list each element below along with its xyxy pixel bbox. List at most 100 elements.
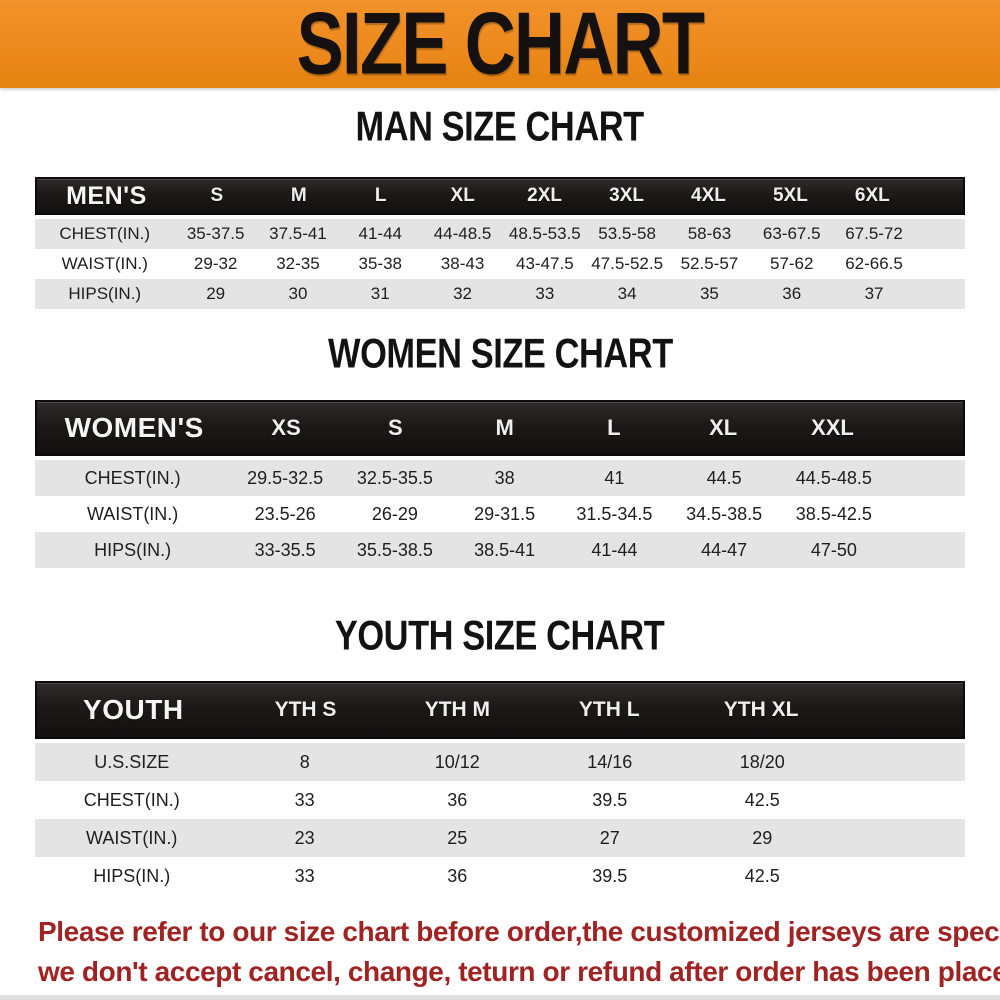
size-column-header: S bbox=[388, 415, 403, 440]
size-value-cell: 29.5-32.5 bbox=[247, 467, 324, 488]
size-column-header: XS bbox=[271, 415, 301, 440]
size-value-cell: 33-35.5 bbox=[254, 539, 316, 560]
men-size-section: MAN SIZE CHART MEN'S S M L XL 2XL 3XL 4XL 5XL 6XL… bbox=[0, 104, 1000, 309]
size-value-cell: 52.5-57 bbox=[680, 254, 739, 273]
table-header-label: MEN'S bbox=[66, 181, 147, 210]
size-value-cell: 26-29 bbox=[371, 503, 418, 524]
size-value-cell: 32.5-35.5 bbox=[356, 467, 433, 488]
size-value-cell: 36 bbox=[447, 789, 468, 810]
measurement-row: HIPS(IN.) 29 30 31 32 33 34 35 36 37 bbox=[35, 279, 965, 309]
size-column-header: M bbox=[495, 415, 514, 440]
size-value-cell: 47.5-52.5 bbox=[591, 254, 664, 273]
size-value-cell: 32-35 bbox=[276, 254, 320, 273]
size-value-cell: 67.5-72 bbox=[845, 224, 903, 243]
size-value-cell: 43-47.5 bbox=[516, 254, 574, 273]
size-value-cell: 35-38 bbox=[358, 254, 402, 273]
row-label: HIPS(IN.) bbox=[68, 284, 142, 303]
measurement-row: WAIST(IN.) 23 25 27 29 bbox=[35, 819, 965, 857]
size-column-header: XL bbox=[709, 415, 738, 440]
size-value-cell: 34.5-38.5 bbox=[686, 503, 763, 524]
size-column-header: YTH XL bbox=[723, 698, 799, 721]
measurement-row: WAIST(IN.) 23.5-26 26-29 29-31.5 31.5-34.5 34… bbox=[35, 496, 965, 532]
measurement-row: CHEST(IN.) 29.5-32.5 32.5-35.5 38 41 44.5 44.5… bbox=[35, 460, 965, 496]
size-value-cell: 35-37.5 bbox=[186, 224, 245, 243]
men-table-header-bar: MEN'S S M L XL 2XL 3XL 4XL 5XL 6XL bbox=[35, 177, 965, 215]
measurement-row: CHEST(IN.) 35-37.5 37.5-41 41-44 44-48.5 48.5… bbox=[35, 219, 965, 249]
size-value-cell: 44-48.5 bbox=[433, 224, 492, 243]
size-value-cell: 27 bbox=[599, 827, 620, 848]
size-value-cell: 38.5-41 bbox=[474, 539, 536, 560]
size-value-cell: 44-47 bbox=[701, 539, 748, 560]
men-table-body: CHEST(IN.) 35-37.5 37.5-41 41-44 44-48.5 48.5… bbox=[35, 219, 965, 309]
size-value-cell: 23.5-26 bbox=[254, 503, 316, 524]
size-value-cell: 29 bbox=[752, 827, 773, 848]
measurement-row: HIPS(IN.) 33 36 39.5 42.5 bbox=[35, 857, 965, 895]
size-value-cell: 36 bbox=[447, 865, 468, 886]
women-table-body: CHEST(IN.) 29.5-32.5 32.5-35.5 38 41 44.5 44.5… bbox=[35, 460, 965, 568]
size-value-cell: 44.5-48.5 bbox=[795, 467, 872, 488]
size-value-cell: 36 bbox=[782, 284, 802, 303]
youth-section-heading: YOUTH SIZE CHART bbox=[0, 613, 1000, 659]
youth-table-body: U.S.SIZE 8 10/12 14/16 18/20 CHEST(IN.) 33 36 39… bbox=[35, 743, 965, 895]
women-section-heading: WOMEN SIZE CHART bbox=[0, 331, 1000, 377]
size-value-cell: 10/12 bbox=[434, 751, 480, 772]
size-column-header: M bbox=[290, 185, 307, 206]
size-value-cell: 42.5 bbox=[744, 865, 780, 886]
size-value-cell: 41-44 bbox=[591, 539, 638, 560]
size-value-cell: 44.5 bbox=[706, 467, 742, 488]
size-value-cell: 8 bbox=[299, 751, 310, 772]
row-label: WAIST(IN.) bbox=[86, 827, 178, 848]
size-value-cell: 58-63 bbox=[687, 224, 732, 243]
women-size-section: WOMEN SIZE CHART WOMEN'S XS S M L XL XXL CHEST… bbox=[0, 331, 1000, 568]
youth-table-header-bar: YOUTH YTH S YTH M YTH L YTH XL bbox=[35, 681, 965, 739]
size-column-header: 5XL bbox=[772, 185, 808, 206]
size-value-cell: 42.5 bbox=[744, 789, 780, 810]
men-section-heading: MAN SIZE CHART bbox=[0, 104, 1000, 150]
disclaimer-line-2: we don't accept cancel, change, teturn o… bbox=[38, 956, 1000, 987]
size-value-cell: 31 bbox=[370, 284, 390, 303]
size-value-cell: 38 bbox=[494, 467, 515, 488]
size-column-header: YTH L bbox=[578, 698, 640, 721]
size-value-cell: 29-32 bbox=[193, 254, 238, 273]
size-chart-banner: SIZE CHART bbox=[0, 0, 1000, 92]
bottom-border bbox=[0, 995, 1000, 1000]
men-size-table: MEN'S S M L XL 2XL 3XL 4XL 5XL 6XL CHEST(IN.) 35-3… bbox=[35, 177, 965, 309]
youth-section-heading-text: YOUTH SIZE CHART bbox=[335, 612, 665, 660]
measurement-row: WAIST(IN.) 29-32 32-35 35-38 38-43 43-47.5 47.… bbox=[35, 249, 965, 279]
size-value-cell: 33 bbox=[294, 789, 315, 810]
size-value-cell: 37 bbox=[864, 284, 884, 303]
row-label: CHEST(IN.) bbox=[84, 467, 181, 488]
size-column-header: 4XL bbox=[691, 185, 726, 206]
size-column-header: YTH S bbox=[274, 698, 337, 721]
size-value-cell: 38.5-42.5 bbox=[795, 503, 872, 524]
size-value-cell: 32 bbox=[453, 284, 472, 303]
size-value-cell: 30 bbox=[288, 284, 308, 303]
men-section-heading-text: MAN SIZE CHART bbox=[355, 103, 645, 151]
size-column-header: YTH M bbox=[424, 698, 491, 721]
size-column-header: L bbox=[607, 415, 621, 440]
size-value-cell: 57-62 bbox=[769, 254, 814, 273]
measurement-row: U.S.SIZE 8 10/12 14/16 18/20 bbox=[35, 743, 965, 781]
women-size-table: WOMEN'S XS S M L XL XXL CHEST(IN.) 29.5-32.5 32.… bbox=[35, 400, 965, 568]
size-column-header: 3XL bbox=[609, 185, 644, 206]
size-value-cell: 35 bbox=[699, 284, 719, 303]
size-value-cell: 47-50 bbox=[810, 539, 857, 560]
size-column-header: XXL bbox=[811, 415, 854, 440]
women-section-heading-text: WOMEN SIZE CHART bbox=[327, 330, 673, 378]
row-label: CHEST(IN.) bbox=[83, 789, 180, 810]
table-header-label: YOUTH bbox=[83, 694, 184, 725]
size-value-cell: 33 bbox=[535, 284, 555, 303]
row-label: U.S.SIZE bbox=[94, 751, 170, 772]
size-value-cell: 25 bbox=[447, 827, 468, 848]
row-label: WAIST(IN.) bbox=[86, 503, 179, 524]
size-value-cell: 34 bbox=[617, 284, 637, 303]
size-value-cell: 29-31.5 bbox=[474, 503, 536, 524]
size-value-cell: 38-43 bbox=[440, 254, 485, 273]
youth-size-section: YOUTH SIZE CHART YOUTH YTH S YTH M YTH L YTH… bbox=[0, 613, 1000, 895]
size-value-cell: 48.5-53.5 bbox=[508, 224, 581, 243]
size-column-header: 6XL bbox=[854, 185, 890, 206]
size-value-cell: 39.5 bbox=[592, 789, 628, 810]
measurement-row: HIPS(IN.) 33-35.5 35.5-38.5 38.5-41 41-44 44-… bbox=[35, 532, 965, 568]
size-value-cell: 33 bbox=[294, 865, 315, 886]
row-label: CHEST(IN.) bbox=[59, 224, 151, 243]
